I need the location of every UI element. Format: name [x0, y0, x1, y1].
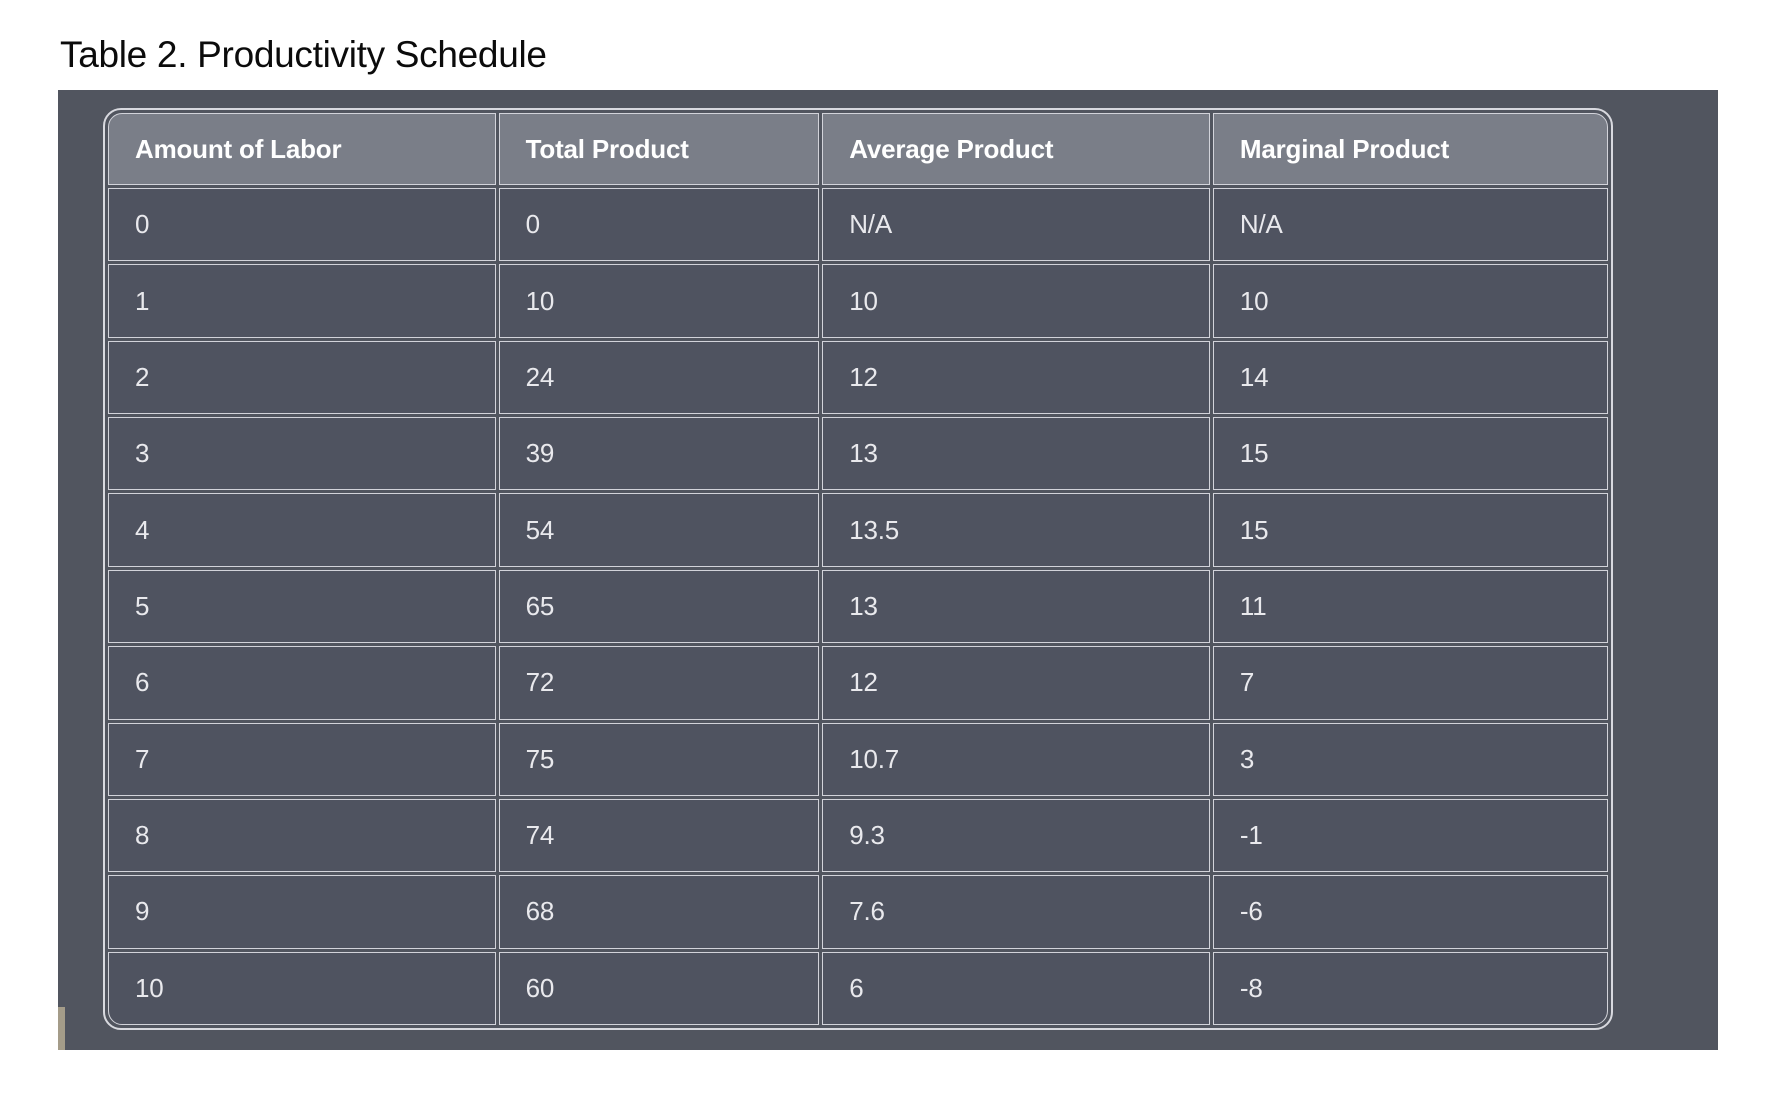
- table-cell: 3: [1212, 722, 1608, 796]
- table-cell: 8: [108, 798, 496, 873]
- table-cell: 10.7: [822, 722, 1210, 796]
- table-cell: 13.5: [822, 493, 1210, 567]
- table-row: 10 60 6 -8: [108, 951, 1608, 1025]
- table-cell: -8: [1212, 951, 1608, 1025]
- table-cell: 60: [498, 951, 820, 1025]
- table-cell: 15: [1212, 417, 1608, 491]
- table-cell: 15: [1212, 493, 1608, 567]
- table-cell: 68: [498, 875, 820, 949]
- table-cell: 12: [822, 646, 1210, 720]
- table-cell: 54: [498, 493, 820, 567]
- table-cell: 10: [1212, 264, 1608, 338]
- column-header: Marginal Product: [1212, 113, 1608, 185]
- table-cell: 10: [822, 264, 1210, 338]
- table-cell: -1: [1212, 798, 1608, 873]
- table-cell: 7.6: [822, 875, 1210, 949]
- table-cell: 2: [108, 340, 496, 415]
- table-row: 8 74 9.3 -1: [108, 798, 1608, 873]
- table-cell: 13: [822, 569, 1210, 644]
- column-header: Average Product: [822, 113, 1210, 185]
- table-cell: 0: [108, 188, 496, 262]
- table-cell: 13: [822, 417, 1210, 491]
- table-cell: 9: [108, 875, 496, 949]
- table-cell: 24: [498, 340, 820, 415]
- table-cell: 12: [822, 340, 1210, 415]
- table-cell: 6: [108, 646, 496, 720]
- table-row: 6 72 12 7: [108, 646, 1608, 720]
- table-cell: N/A: [1212, 188, 1608, 262]
- edge-artifact-strip: [58, 1007, 65, 1050]
- table-cell: 11: [1212, 569, 1608, 644]
- table-row: 2 24 12 14: [108, 340, 1608, 415]
- header-row: Amount of Labor Total Product Average Prod…: [108, 113, 1608, 185]
- table-cell: 1: [108, 264, 496, 338]
- table-cell: 65: [498, 569, 820, 644]
- table-cell: 5: [108, 569, 496, 644]
- table-cell: 6: [822, 951, 1210, 1025]
- table-cell: 7: [108, 722, 496, 796]
- table-cell: 10: [108, 951, 496, 1025]
- table-cell: 75: [498, 722, 820, 796]
- table-row: 7 75 10.7 3: [108, 722, 1608, 796]
- productivity-table: Amount of Labor Total Product Average Prod…: [105, 110, 1611, 1028]
- table-row: 1 10 10 10: [108, 264, 1608, 338]
- table-row: 3 39 13 15: [108, 417, 1608, 491]
- table-cell: N/A: [822, 188, 1210, 262]
- table-cell: 72: [498, 646, 820, 720]
- column-header: Total Product: [498, 113, 820, 185]
- table-cell: 14: [1212, 340, 1608, 415]
- table-row: 4 54 13.5 15: [108, 493, 1608, 567]
- table-cell: 10: [498, 264, 820, 338]
- table-cell: 0: [498, 188, 820, 262]
- table-cell: 4: [108, 493, 496, 567]
- table-row: 5 65 13 11: [108, 569, 1608, 644]
- table-cell: 9.3: [822, 798, 1210, 873]
- page-title: Table 2. Productivity Schedule: [60, 34, 547, 75]
- table-cell: -6: [1212, 875, 1608, 949]
- table-panel: Amount of Labor Total Product Average Prod…: [58, 90, 1718, 1050]
- table-row: 0 0 N/A N/A: [108, 188, 1608, 262]
- column-header: Amount of Labor: [108, 113, 496, 185]
- table-cell: 39: [498, 417, 820, 491]
- table-cell: 74: [498, 798, 820, 873]
- table-cell: 7: [1212, 646, 1608, 720]
- table-row: 9 68 7.6 -6: [108, 875, 1608, 949]
- table-frame: Amount of Labor Total Product Average Prod…: [103, 108, 1613, 1030]
- table-cell: 3: [108, 417, 496, 491]
